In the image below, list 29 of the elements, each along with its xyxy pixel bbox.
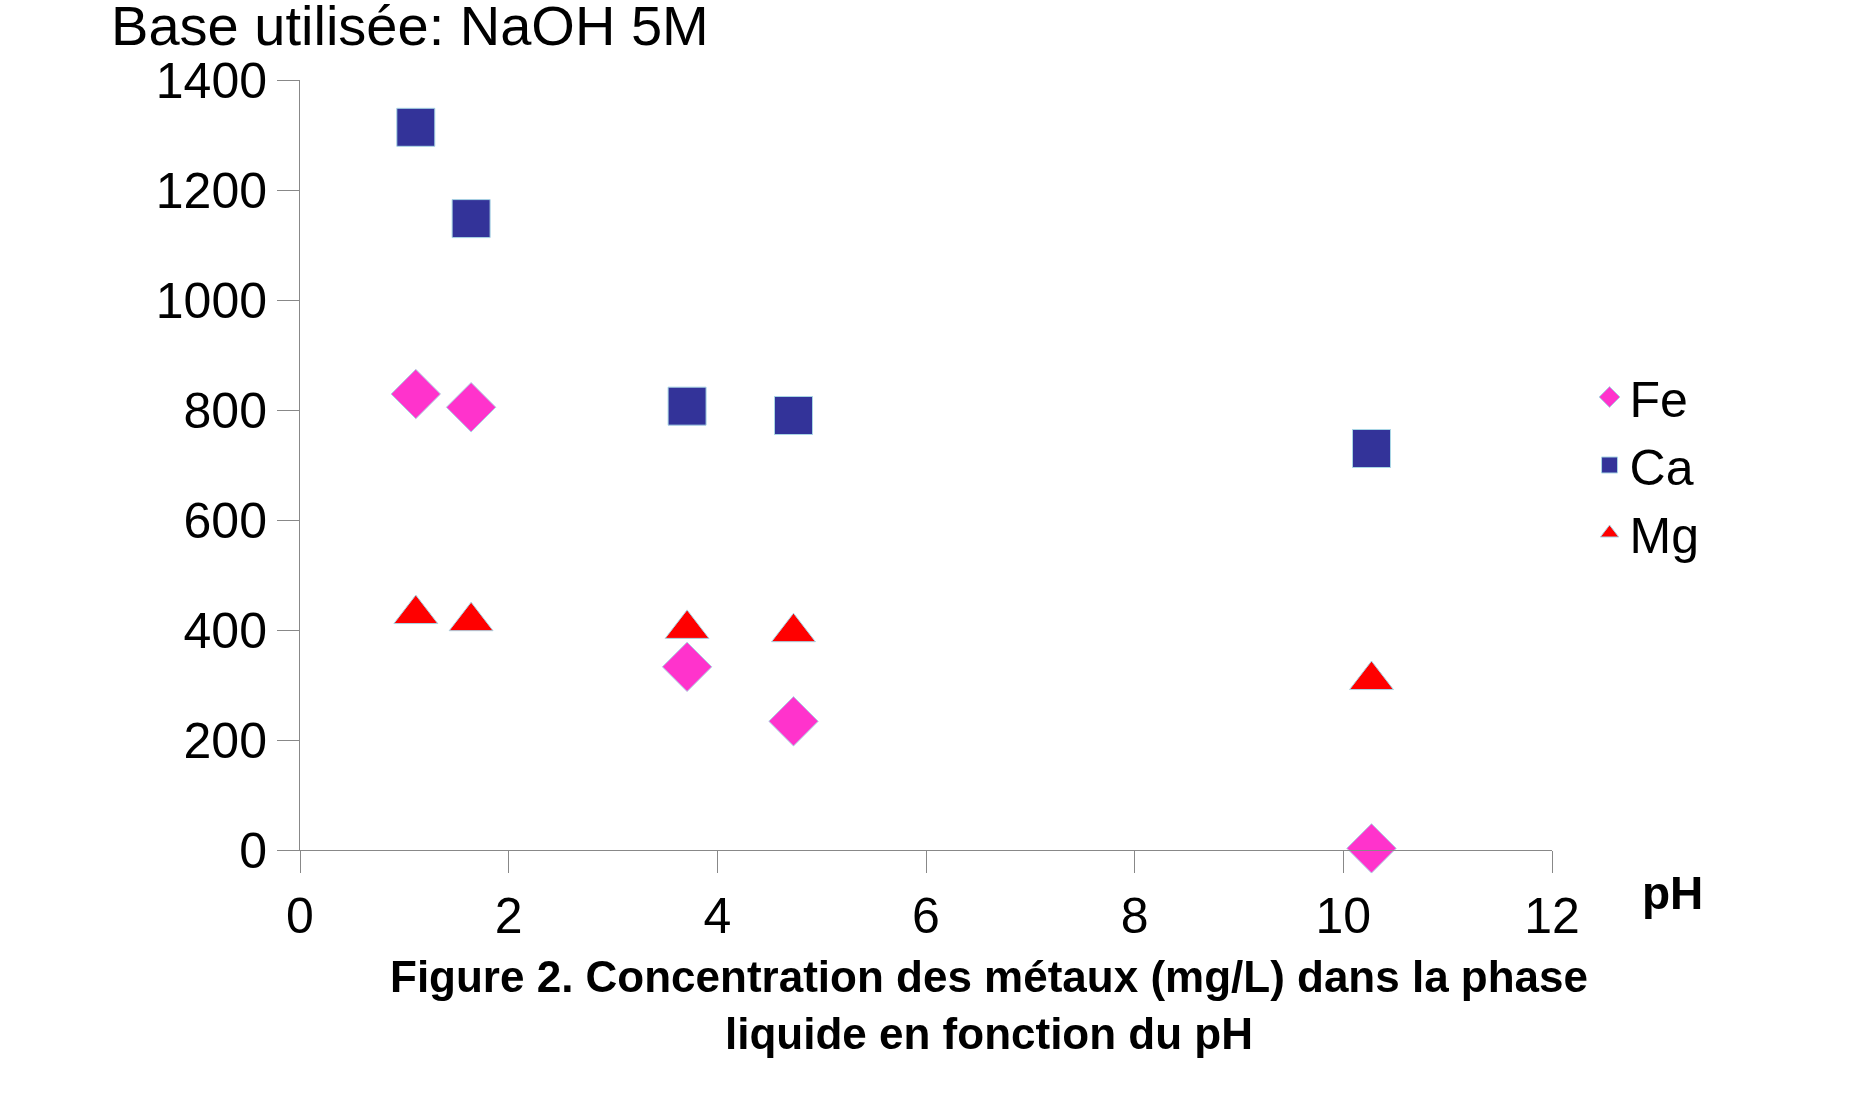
y-tick-label: 600 xyxy=(183,492,267,549)
point xyxy=(667,386,707,426)
x-tick-label: 4 xyxy=(703,888,732,944)
x-tick-label: 2 xyxy=(494,888,523,944)
point xyxy=(445,382,497,433)
y-tick-label: 0 xyxy=(239,822,267,879)
legend-label: Mg xyxy=(1629,507,1700,564)
y-tick-label: 400 xyxy=(183,602,267,659)
point xyxy=(774,396,813,435)
x-tick-label: 12 xyxy=(1524,888,1580,944)
x-tick-label: 0 xyxy=(286,888,314,944)
y-tick-label: 800 xyxy=(183,382,267,439)
point xyxy=(1352,429,1391,468)
point xyxy=(396,107,436,147)
x-tick-label: 6 xyxy=(912,888,940,944)
legend-label: Ca xyxy=(1629,439,1694,496)
caption: Figure 2. Concentration des métaux (mg/L) dans la phase liquide en fonction du pH xyxy=(390,952,1589,1059)
x-tick-label: 10 xyxy=(1315,888,1372,944)
point xyxy=(661,641,713,693)
x-axis-title: pH xyxy=(1642,867,1704,919)
legend-label: Fe xyxy=(1629,371,1688,428)
point xyxy=(1346,823,1397,874)
x-tick-label: 8 xyxy=(1120,888,1149,944)
point xyxy=(390,368,442,420)
point xyxy=(768,696,819,747)
y-tick-label: 1000 xyxy=(155,272,267,329)
point xyxy=(451,199,491,239)
y-tick-label: 1200 xyxy=(155,162,267,219)
y-tick-label: 200 xyxy=(183,712,267,769)
